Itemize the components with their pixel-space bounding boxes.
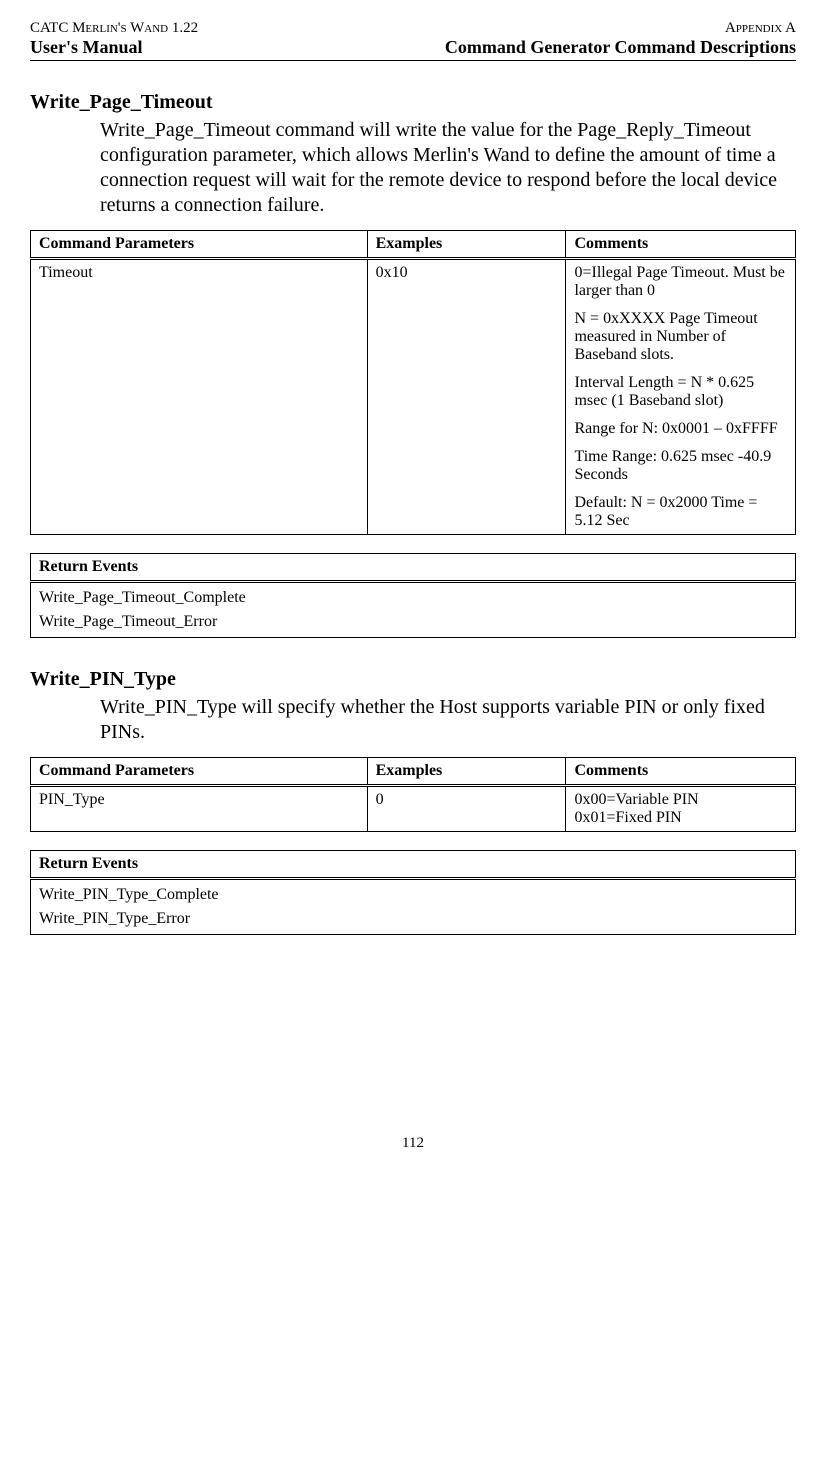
col-header-comments: Comments [566, 231, 796, 259]
table-header-row: Command Parameters Examples Comments [31, 231, 796, 259]
header-manual: User's Manual [30, 37, 143, 58]
comment-line: Time Range: 0.625 msec -40.9 Seconds [574, 448, 787, 484]
table-row: Write_PIN_Type_Complete Write_PIN_Type_E… [31, 879, 796, 935]
header-appendix: Appendix A [725, 20, 796, 37]
param-table-write-page-timeout: Command Parameters Examples Comments Tim… [30, 230, 796, 535]
events-table-write-pin-type: Return Events Write_PIN_Type_Complete Wr… [30, 850, 796, 935]
page-header-top: CATC Merlin's Wand 1.22 Appendix A [30, 20, 796, 37]
comment-line: N = 0xXXXX Page Timeout measured in Numb… [574, 310, 787, 364]
section-title-write-pin-type: Write_PIN_Type [30, 668, 796, 691]
header-section: Command Generator Command Descriptions [445, 37, 796, 58]
param-table-write-pin-type: Command Parameters Examples Comments PIN… [30, 757, 796, 832]
comment-line: 0=Illegal Page Timeout. Must be larger t… [574, 264, 787, 300]
table-row: PIN_Type 0 0x00=Variable PIN 0x01=Fixed … [31, 786, 796, 832]
comment-line: Interval Length = N * 0.625 msec (1 Base… [574, 374, 787, 410]
header-product: CATC Merlin's Wand 1.22 [30, 20, 198, 37]
event-line: Write_Page_Timeout_Error [39, 613, 787, 631]
cell-param: PIN_Type [31, 786, 368, 832]
col-header-examples: Examples [367, 758, 566, 786]
col-header-parameters: Command Parameters [31, 758, 368, 786]
cell-example: 0x10 [367, 259, 566, 535]
page-number: 112 [30, 1135, 796, 1152]
comment-line: 0x01=Fixed PIN [574, 809, 787, 827]
event-line: Write_Page_Timeout_Complete [39, 589, 787, 607]
event-line: Write_PIN_Type_Complete [39, 886, 787, 904]
table-row: Timeout 0x10 0=Illegal Page Timeout. Mus… [31, 259, 796, 535]
cell-param: Timeout [31, 259, 368, 535]
cell-events: Write_Page_Timeout_Complete Write_Page_T… [31, 582, 796, 638]
comment-line: Range for N: 0x0001 – 0xFFFF [574, 420, 787, 438]
col-header-examples: Examples [367, 231, 566, 259]
cell-example: 0 [367, 786, 566, 832]
section-body-write-pin-type: Write_PIN_Type will specify whether the … [100, 695, 786, 745]
cell-events: Write_PIN_Type_Complete Write_PIN_Type_E… [31, 879, 796, 935]
col-header-comments: Comments [566, 758, 796, 786]
cell-comments: 0=Illegal Page Timeout. Must be larger t… [566, 259, 796, 535]
col-header-return-events: Return Events [31, 554, 796, 582]
col-header-parameters: Command Parameters [31, 231, 368, 259]
table-row: Write_Page_Timeout_Complete Write_Page_T… [31, 582, 796, 638]
table-header-row: Return Events [31, 554, 796, 582]
cell-comments: 0x00=Variable PIN 0x01=Fixed PIN [566, 786, 796, 832]
page-header-sub: User's Manual Command Generator Command … [30, 37, 796, 61]
comment-line: Default: N = 0x2000 Time = 5.12 Sec [574, 494, 787, 530]
section-body-write-page-timeout: Write_Page_Timeout command will write th… [100, 118, 786, 218]
table-header-row: Return Events [31, 851, 796, 879]
section-title-write-page-timeout: Write_Page_Timeout [30, 91, 796, 114]
table-header-row: Command Parameters Examples Comments [31, 758, 796, 786]
events-table-write-page-timeout: Return Events Write_Page_Timeout_Complet… [30, 553, 796, 638]
col-header-return-events: Return Events [31, 851, 796, 879]
event-line: Write_PIN_Type_Error [39, 910, 787, 928]
comment-line: 0x00=Variable PIN [574, 791, 787, 809]
